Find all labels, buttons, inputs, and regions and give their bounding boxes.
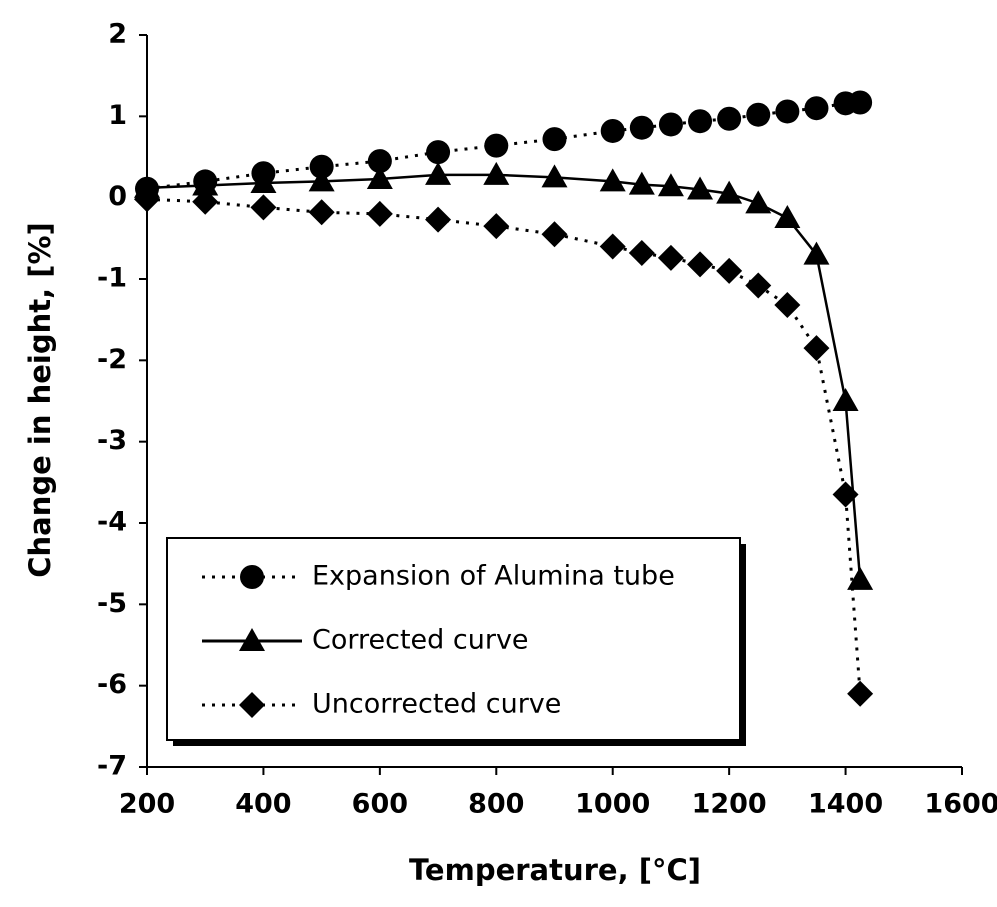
data-point (134, 186, 160, 213)
legend-label: Expansion of Alumina tube (312, 561, 675, 592)
data-point (803, 241, 830, 265)
legend-label: Corrected curve (312, 625, 529, 656)
data-point (746, 102, 771, 127)
data-point (687, 176, 714, 200)
data-point (483, 213, 510, 240)
data-point (832, 481, 859, 508)
data-point (717, 106, 742, 131)
data-point (847, 566, 874, 590)
y-tick-label: -4 (97, 507, 127, 538)
data-point (804, 96, 829, 121)
data-point (774, 292, 801, 319)
y-tick-label: 1 (108, 100, 127, 131)
y-tick-label: -1 (97, 263, 127, 294)
data-point (308, 168, 335, 192)
legend-marker (239, 692, 265, 718)
data-point (308, 199, 335, 226)
data-point (366, 200, 393, 227)
x-tick-label: 1200 (692, 789, 767, 820)
y-tick-label: -3 (97, 425, 127, 456)
legend: Expansion of Alumina tube Corrected curve… (166, 537, 746, 746)
data-point (541, 164, 568, 188)
data-point (657, 244, 684, 271)
data-point (629, 115, 654, 140)
y-tick-label: -5 (97, 588, 127, 619)
data-point (775, 99, 800, 124)
data-point (250, 194, 277, 221)
data-point (367, 149, 392, 174)
data-point (366, 165, 393, 189)
data-point (425, 161, 452, 185)
data-point (688, 109, 713, 134)
x-tick-label: 200 (119, 789, 175, 820)
data-point (483, 161, 510, 185)
data-point (716, 257, 743, 284)
y-tick-label: 0 (108, 181, 127, 212)
data-point (600, 118, 625, 143)
data-point (599, 233, 626, 260)
x-tick-label: 800 (468, 789, 524, 820)
data-point (687, 251, 714, 278)
y-tick-label: 2 (108, 19, 127, 50)
data-point (832, 388, 859, 411)
legend-marker (239, 628, 265, 651)
data-point (542, 127, 567, 152)
legend-marker (240, 565, 264, 589)
data-point (425, 206, 452, 233)
series-line (146, 173, 862, 581)
data-point (774, 205, 801, 228)
x-tick-label: 400 (235, 789, 291, 820)
data-point (250, 170, 277, 194)
x-tick-label: 1400 (808, 789, 883, 820)
data-point (745, 272, 772, 299)
x-tick-label: 1000 (575, 789, 650, 820)
data-point (803, 335, 830, 362)
data-point (628, 239, 655, 266)
data-point (848, 90, 873, 115)
y-tick-label: -6 (97, 669, 127, 700)
data-point (745, 190, 772, 214)
x-axis-title: Temperature, [°C] (409, 853, 701, 887)
x-tick-label: 1600 (924, 789, 997, 820)
data-point (716, 180, 743, 204)
data-point (847, 680, 874, 707)
y-axis-title: Change in height, [%] (23, 222, 57, 578)
data-point (192, 188, 219, 215)
data-point (426, 140, 451, 165)
y-tick-label: -2 (97, 344, 127, 375)
data-point (599, 168, 626, 192)
legend-label: Uncorrected curve (312, 689, 561, 720)
data-point (628, 171, 655, 195)
data-point (541, 221, 568, 248)
data-point (309, 154, 334, 179)
x-tick-label: 600 (352, 789, 408, 820)
data-point (484, 133, 509, 158)
data-point (657, 173, 684, 197)
data-point (658, 112, 683, 137)
y-tick-label: -7 (97, 751, 127, 782)
data-point (192, 172, 219, 196)
